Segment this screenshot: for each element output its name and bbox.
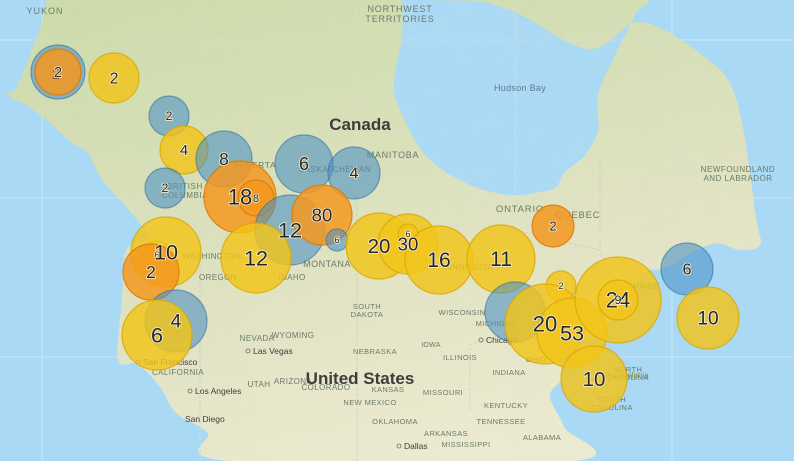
svg-text:10: 10 [697,309,718,330]
svg-text:80: 80 [312,204,333,225]
svg-text:WYOMING: WYOMING [272,331,315,340]
svg-text:2: 2 [166,109,173,123]
svg-text:Los Angeles: Los Angeles [195,386,241,396]
svg-text:ARKANSAS: ARKANSAS [424,429,468,438]
svg-text:9: 9 [615,293,622,307]
svg-text:Dallas: Dallas [404,441,428,451]
svg-text:20: 20 [533,312,557,337]
svg-text:6: 6 [151,322,163,347]
svg-text:NEBRASKA: NEBRASKA [353,347,397,356]
svg-text:MISSISSIPPI: MISSISSIPPI [442,440,491,449]
svg-text:6: 6 [299,154,309,174]
svg-text:8: 8 [253,193,259,205]
svg-text:DAKOTA: DAKOTA [351,310,384,319]
svg-text:KENTUCKY: KENTUCKY [484,401,528,410]
svg-text:MONTANA: MONTANA [303,259,351,269]
svg-text:United States: United States [306,369,415,388]
svg-text:TENNESSEE: TENNESSEE [476,417,525,426]
svg-text:10: 10 [583,368,606,391]
svg-text:Hudson Bay: Hudson Bay [494,83,546,93]
svg-text:11: 11 [490,248,512,271]
svg-text:8: 8 [219,149,229,169]
svg-text:Las Vegas: Las Vegas [253,346,293,356]
svg-text:2: 2 [54,65,62,81]
svg-text:12: 12 [244,245,268,270]
svg-text:MISSOURI: MISSOURI [423,388,463,397]
svg-text:16: 16 [427,249,450,272]
svg-text:4: 4 [180,143,188,159]
svg-text:ALABAMA: ALABAMA [523,433,561,442]
svg-text:6: 6 [334,235,339,245]
svg-text:IOWA: IOWA [421,342,441,349]
svg-text:12: 12 [278,217,302,242]
svg-text:San Diego: San Diego [185,414,225,424]
svg-text:WISCONSIN: WISCONSIN [439,308,486,317]
svg-text:OKLAHOMA: OKLAHOMA [372,417,418,426]
svg-text:2: 2 [549,218,556,233]
svg-text:ILLINOIS: ILLINOIS [443,353,477,362]
svg-text:4: 4 [171,312,182,333]
svg-text:2: 2 [110,70,119,87]
svg-text:NEVADA: NEVADA [240,334,275,343]
svg-text:53: 53 [560,320,584,345]
svg-text:AND LABRADOR: AND LABRADOR [703,174,772,183]
svg-text:NORTHWEST: NORTHWEST [367,4,432,14]
svg-text:10: 10 [154,239,178,264]
svg-text:6: 6 [683,261,692,279]
svg-text:2: 2 [162,181,169,195]
svg-text:Canada: Canada [329,115,391,134]
svg-text:20: 20 [368,235,391,258]
svg-text:YUKON: YUKON [26,6,63,16]
svg-text:INDIANA: INDIANA [492,368,525,377]
svg-text:UTAH: UTAH [248,380,271,389]
svg-text:NEWFOUNDLAND: NEWFOUNDLAND [701,165,775,174]
svg-text:TERRITORIES: TERRITORIES [365,14,434,24]
svg-text:6: 6 [405,229,410,239]
svg-text:NEW MEXICO: NEW MEXICO [343,398,396,407]
svg-text:18: 18 [228,185,252,210]
svg-text:2: 2 [558,281,563,291]
svg-text:2: 2 [146,262,156,282]
svg-text:4: 4 [350,165,359,183]
